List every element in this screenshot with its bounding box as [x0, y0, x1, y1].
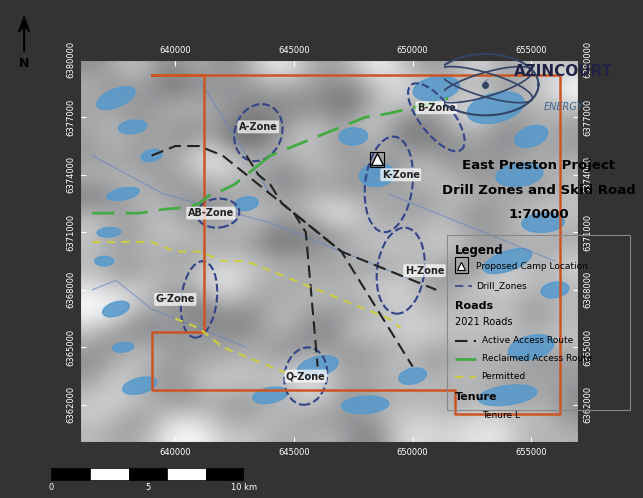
- Text: Q-Zone: Q-Zone: [286, 371, 326, 381]
- Ellipse shape: [97, 228, 121, 237]
- Text: A-Zone: A-Zone: [239, 122, 278, 132]
- Ellipse shape: [515, 125, 548, 147]
- Text: ⚡: ⚡: [482, 80, 489, 90]
- Text: 2021 Roads: 2021 Roads: [455, 317, 512, 328]
- Bar: [206, 468, 244, 480]
- Text: Drill_Zones: Drill_Zones: [476, 281, 527, 291]
- Text: Active Access Route: Active Access Route: [482, 336, 573, 345]
- Ellipse shape: [509, 335, 554, 360]
- Ellipse shape: [467, 92, 524, 124]
- Text: H-Zone: H-Zone: [404, 265, 444, 276]
- Ellipse shape: [297, 356, 338, 377]
- Text: AZINCOURT: AZINCOURT: [514, 64, 613, 79]
- Ellipse shape: [478, 385, 537, 405]
- Ellipse shape: [339, 128, 368, 145]
- Text: 0: 0: [49, 483, 54, 492]
- Text: AB-Zone: AB-Zone: [188, 208, 234, 218]
- Text: Reclaimed Access Route: Reclaimed Access Route: [482, 354, 592, 364]
- Ellipse shape: [95, 256, 114, 266]
- Ellipse shape: [541, 282, 569, 298]
- Text: B-Zone: B-Zone: [417, 103, 456, 113]
- Ellipse shape: [141, 149, 162, 162]
- Ellipse shape: [496, 163, 543, 187]
- Bar: [129, 468, 167, 480]
- Ellipse shape: [253, 387, 287, 403]
- Ellipse shape: [103, 301, 129, 317]
- Ellipse shape: [118, 120, 147, 134]
- Ellipse shape: [484, 249, 532, 273]
- Ellipse shape: [359, 163, 395, 186]
- Ellipse shape: [341, 396, 389, 414]
- Text: Legend: Legend: [455, 245, 503, 257]
- Text: N: N: [19, 57, 30, 70]
- Text: Tenure: Tenure: [455, 392, 498, 402]
- Bar: [167, 468, 206, 480]
- Text: K-Zone: K-Zone: [382, 170, 420, 180]
- Text: East Preston Project: East Preston Project: [462, 159, 615, 172]
- Text: 1:70000: 1:70000: [508, 209, 569, 222]
- Text: Tenure L: Tenure L: [482, 411, 520, 420]
- Text: Roads: Roads: [455, 301, 493, 311]
- Ellipse shape: [113, 343, 134, 352]
- Text: ENERGY: ENERGY: [543, 102, 583, 112]
- Text: 5: 5: [145, 483, 150, 492]
- Ellipse shape: [235, 197, 258, 211]
- Ellipse shape: [522, 213, 565, 233]
- Ellipse shape: [107, 187, 140, 201]
- Text: G-Zone: G-Zone: [156, 294, 195, 304]
- Text: Drill Zones and Skid Road: Drill Zones and Skid Road: [442, 184, 635, 197]
- Ellipse shape: [413, 76, 460, 101]
- Text: 10 km: 10 km: [231, 483, 257, 492]
- Bar: [51, 468, 90, 480]
- Ellipse shape: [399, 368, 426, 384]
- Ellipse shape: [123, 377, 157, 394]
- Ellipse shape: [96, 87, 135, 110]
- Bar: [90, 468, 129, 480]
- Text: Permitted: Permitted: [482, 373, 526, 381]
- Text: Proposed Camp Location: Proposed Camp Location: [476, 261, 588, 270]
